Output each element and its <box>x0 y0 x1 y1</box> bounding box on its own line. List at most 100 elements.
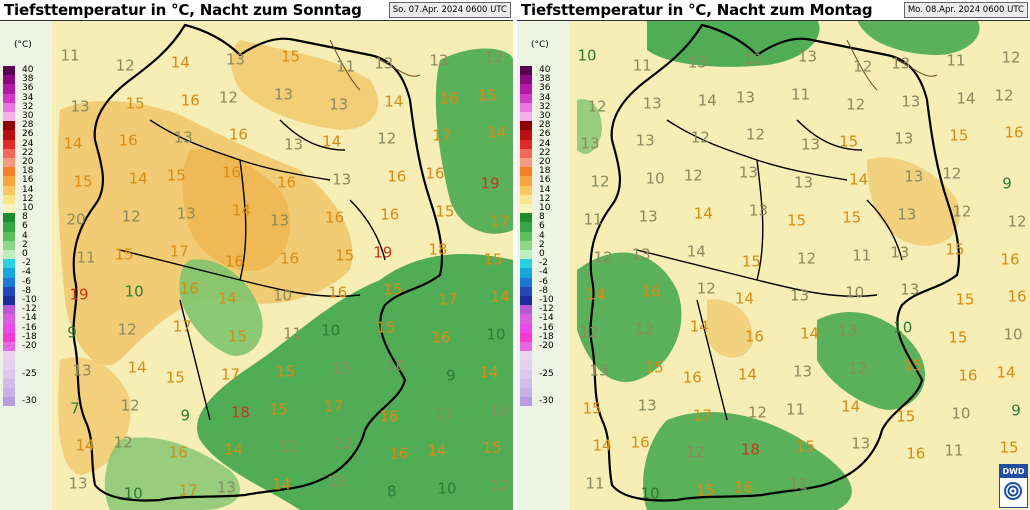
temperature-value: 12 <box>115 56 135 75</box>
temperature-value: 14 <box>799 324 820 343</box>
temperature-value: 14 <box>490 287 510 306</box>
temperature-value: 12 <box>120 396 140 415</box>
temperature-value: 17 <box>438 290 458 309</box>
temperature-value: 12 <box>484 48 504 67</box>
temperature-value: 14 <box>223 440 243 459</box>
legend-label: -20 <box>539 341 554 351</box>
temperature-value: 12 <box>634 320 654 339</box>
temperature-value: 10 <box>951 404 971 423</box>
legend-swatch <box>520 378 532 388</box>
temperature-value: 13 <box>216 478 236 497</box>
temperature-value: 16 <box>224 252 244 271</box>
legend-swatch <box>3 360 15 370</box>
temperature-value: 13 <box>789 286 810 305</box>
legend-label: -4 <box>539 267 548 278</box>
temperature-value: 13 <box>748 201 768 220</box>
legend-swatch <box>3 314 15 324</box>
temperature-value: 14 <box>689 317 709 336</box>
legend-label: 14 <box>22 184 34 195</box>
temperature-value: 13 <box>687 53 707 72</box>
legend-label: -4 <box>22 267 31 278</box>
legend-swatch <box>520 286 532 296</box>
cool-area <box>179 259 263 356</box>
temperature-value: 13 <box>327 472 347 491</box>
legend-swatch <box>520 268 532 278</box>
temperature-value: 15 <box>644 358 664 377</box>
temperature-value: 12 <box>117 320 137 339</box>
temperature-value: 11 <box>788 475 809 494</box>
temperature-value: 12 <box>334 434 354 453</box>
legend-swatch <box>520 121 532 131</box>
legend-label: 0 <box>539 249 545 259</box>
temperature-value: 13 <box>589 361 609 380</box>
legend-swatch <box>520 397 532 407</box>
legend-swatch <box>3 102 15 112</box>
legend-label: -30 <box>539 396 554 407</box>
temperature-value: 18 <box>230 403 250 422</box>
temperature-value: 16 <box>168 443 188 462</box>
legend-swatch <box>520 93 532 103</box>
temperature-value: 12 <box>1001 48 1021 67</box>
legend-swatch <box>520 277 532 287</box>
cool-area <box>647 20 820 67</box>
temperature-value: 11 <box>852 246 872 265</box>
legend-unit: (°C) <box>14 40 32 50</box>
temperature-value: 13 <box>273 85 294 104</box>
legend-swatch <box>3 250 15 260</box>
map-panel-monday: Tiefsttemperatur in °C, Nacht zum Montag… <box>517 0 1030 510</box>
temperature-value: 14 <box>686 242 706 261</box>
legend-label: 40 <box>22 65 34 75</box>
temperature-value: 12 <box>742 50 762 69</box>
legend-swatch <box>520 112 532 122</box>
legend-swatch <box>520 139 532 149</box>
legend-label: 6 <box>539 221 545 232</box>
map-panel-sunday: Tiefsttemperatur in °C, Nacht zum Sonnta… <box>0 0 513 510</box>
temperature-value: 15 <box>695 481 715 500</box>
temperature-value: 13 <box>374 54 394 73</box>
legend-swatch <box>520 259 532 269</box>
temperature-value: 13 <box>173 128 193 147</box>
temperature-value: 15 <box>335 246 355 265</box>
temperature-value: 12 <box>747 403 767 422</box>
temperature-value: 13 <box>70 97 90 116</box>
warm-area <box>58 357 131 475</box>
temperature-value: 15 <box>842 208 862 227</box>
legend-label: -2 <box>22 258 31 269</box>
legend-swatch <box>520 231 532 241</box>
temperature-value: 10 <box>124 282 144 301</box>
temperature-value: 13 <box>901 92 921 111</box>
temperature-value: 18 <box>428 240 448 259</box>
temperature-value: 16 <box>221 163 241 182</box>
temperature-value: 15 <box>268 400 289 419</box>
legend-swatch <box>520 332 532 342</box>
legend-label: 28 <box>539 120 551 131</box>
legend-swatch <box>520 84 532 94</box>
legend-swatch <box>3 286 15 296</box>
temperature-value: 15 <box>795 437 816 456</box>
map-title: Tiefsttemperatur in °C, Nacht zum Montag <box>521 1 873 19</box>
temperature-value: 11 <box>632 56 652 75</box>
temperature-value: 20 <box>66 210 86 229</box>
legend-swatch <box>3 84 15 94</box>
temperature-value: 12 <box>579 323 599 342</box>
temperature-value: 13 <box>269 211 290 230</box>
temperature-value: 13 <box>897 205 917 224</box>
temperature-value: 12 <box>745 125 765 144</box>
temperature-value: 13 <box>890 243 910 262</box>
legend-swatch <box>3 93 15 103</box>
dwd-swirl-icon <box>1004 482 1022 500</box>
temperature-value: 10 <box>577 46 597 65</box>
temperature-value: 17 <box>172 317 192 336</box>
legend-label: 8 <box>22 212 28 223</box>
temperature-value: 15 <box>125 94 145 113</box>
legend-swatch <box>3 167 15 177</box>
temperature-value: 18 <box>740 440 760 459</box>
temperature-value: 14 <box>127 358 147 377</box>
temperature-value: 15 <box>741 252 761 271</box>
temperature-value: 13 <box>283 135 304 154</box>
temperature-value: 15 <box>280 47 301 66</box>
temperature-value: 12 <box>121 207 141 226</box>
legend-swatch <box>3 112 15 122</box>
state-border <box>636 119 903 421</box>
temperature-value: 12 <box>587 97 607 116</box>
